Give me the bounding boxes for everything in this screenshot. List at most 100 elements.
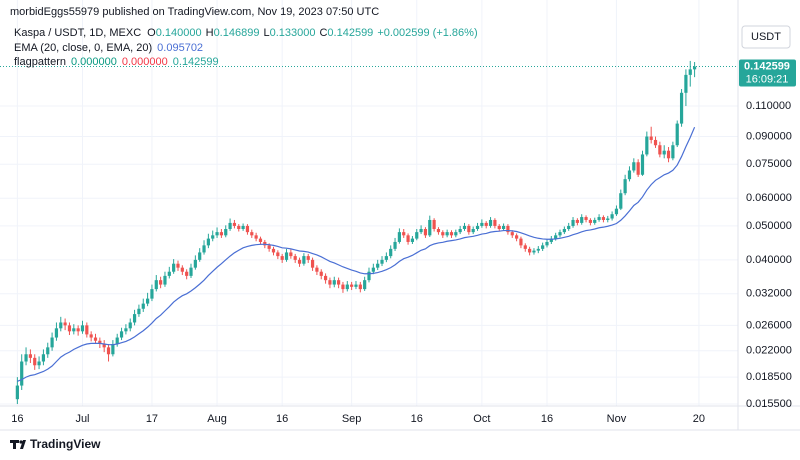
candle-body: [671, 145, 675, 159]
x-tick-label: 20: [693, 413, 705, 425]
candle-body: [640, 154, 645, 175]
candle-body: [597, 217, 601, 220]
candle-body: [519, 238, 523, 246]
candle-body: [449, 232, 454, 236]
candle-body: [159, 280, 163, 285]
candle-body: [85, 325, 89, 335]
candle-body: [675, 123, 679, 146]
candle-body: [28, 354, 32, 358]
candle-body: [497, 225, 501, 229]
currency-button[interactable]: [741, 25, 791, 49]
candle-body: [124, 328, 128, 332]
candle-body: [310, 259, 315, 268]
candle-body: [484, 222, 488, 226]
axes: 0.110000 0.090000 0.075000 0.060000 0.050000…: [11, 59, 796, 425]
ema-line: [17, 126, 696, 382]
candle-body: [653, 139, 658, 146]
candle-body: [102, 344, 106, 348]
candle-body: [46, 347, 50, 355]
legend-key: H: [206, 27, 214, 39]
candle-body: [688, 69, 692, 75]
candle-body: [15, 385, 19, 400]
y-tick-label: 0.022000: [746, 345, 792, 357]
legend-indicator-value: 0.000000: [71, 56, 117, 68]
legend-key: O: [147, 27, 156, 39]
footer-brand: TradingView: [30, 437, 101, 451]
candle-body: [432, 219, 436, 229]
candle-body: [371, 267, 375, 272]
plot: [0, 60, 738, 405]
candle-body: [33, 357, 37, 366]
candle-body: [89, 334, 93, 338]
candle-body: [436, 228, 441, 233]
candle-body: [488, 219, 493, 226]
candle-body: [284, 252, 289, 260]
legend-indicator-value: 0.000000: [122, 56, 168, 68]
candle-body: [493, 219, 497, 226]
candle-body: [393, 241, 397, 249]
logo-icon: [10, 440, 26, 449]
candle-body: [237, 225, 241, 229]
y-tick-label: 0.060000: [746, 192, 792, 204]
candle-body: [692, 66, 697, 70]
candle-body: [506, 225, 510, 233]
legend-key: L: [263, 27, 269, 39]
x-tick-label: Sep: [342, 413, 362, 425]
candle-body: [245, 225, 250, 233]
legend-indicator-name: flagpattern: [14, 56, 66, 68]
candle-body: [24, 354, 28, 362]
candle-body: [423, 228, 428, 236]
legend-ohlc: Kaspa / USDT, 1D, MEXC O0.140000 H0.146899…: [14, 27, 478, 39]
legend-series-value: 0.095702: [157, 42, 203, 54]
candle-body: [528, 248, 532, 253]
candle-body: [428, 219, 432, 236]
candle-body: [558, 232, 562, 236]
legend-key: C: [319, 27, 327, 39]
candle-body: [471, 228, 475, 233]
candle-body: [666, 150, 671, 159]
candle-body: [189, 267, 193, 276]
candle-body: [606, 218, 610, 220]
candle-body: [106, 347, 111, 355]
currency-label[interactable]: USDT: [751, 31, 781, 43]
candle-body: [545, 241, 549, 246]
candle-body: [541, 245, 545, 249]
candle-body: [146, 298, 150, 304]
candle-body: [397, 232, 401, 242]
candle-body: [293, 256, 297, 260]
candle-body: [137, 308, 141, 315]
candle-body: [198, 252, 202, 260]
candle-body: [623, 179, 627, 194]
candle-body: [580, 217, 584, 223]
x-tick-label: Nov: [607, 413, 627, 425]
candle-body: [211, 235, 215, 239]
legend-ema: EMA (20, close, 0, EMA, 20) 0.095702: [14, 42, 203, 54]
candle-body: [111, 344, 115, 355]
candle-body: [354, 284, 358, 287]
candle-body: [167, 271, 171, 276]
candle-body: [241, 225, 245, 229]
candle-body: [319, 271, 323, 276]
candle-body: [441, 232, 445, 236]
candle-body: [306, 256, 310, 260]
candle-body: [224, 228, 228, 236]
candle-body: [202, 245, 206, 253]
candle-body: [215, 232, 219, 236]
candle-body: [454, 232, 458, 236]
legend-value: 0.140000: [156, 27, 202, 39]
candle-body: [132, 314, 137, 323]
candle-body: [258, 238, 263, 242]
candle-body: [645, 136, 649, 155]
candle-body: [115, 337, 119, 345]
candle-body: [128, 322, 132, 329]
y-tick-label: 0.032000: [746, 288, 792, 300]
candle-body: [80, 325, 85, 332]
y-tick-label: 0.026000: [746, 319, 792, 331]
legend-value: 0.133000: [270, 27, 316, 39]
x-tick-label: 17: [146, 413, 158, 425]
y-tick-label: 0.090000: [746, 130, 792, 142]
candle-body: [358, 284, 362, 290]
candle-body: [588, 219, 592, 223]
